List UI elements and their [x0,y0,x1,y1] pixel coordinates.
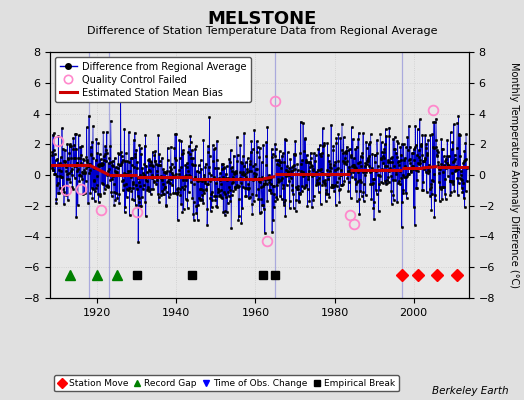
Y-axis label: Monthly Temperature Anomaly Difference (°C): Monthly Temperature Anomaly Difference (… [509,62,519,288]
Text: Difference of Station Temperature Data from Regional Average: Difference of Station Temperature Data f… [87,26,437,36]
Legend: Station Move, Record Gap, Time of Obs. Change, Empirical Break: Station Move, Record Gap, Time of Obs. C… [54,375,399,392]
Text: MELSTONE: MELSTONE [208,10,316,28]
Legend: Difference from Regional Average, Quality Control Failed, Estimated Station Mean: Difference from Regional Average, Qualit… [54,57,251,102]
Text: Berkeley Earth: Berkeley Earth [432,386,508,396]
